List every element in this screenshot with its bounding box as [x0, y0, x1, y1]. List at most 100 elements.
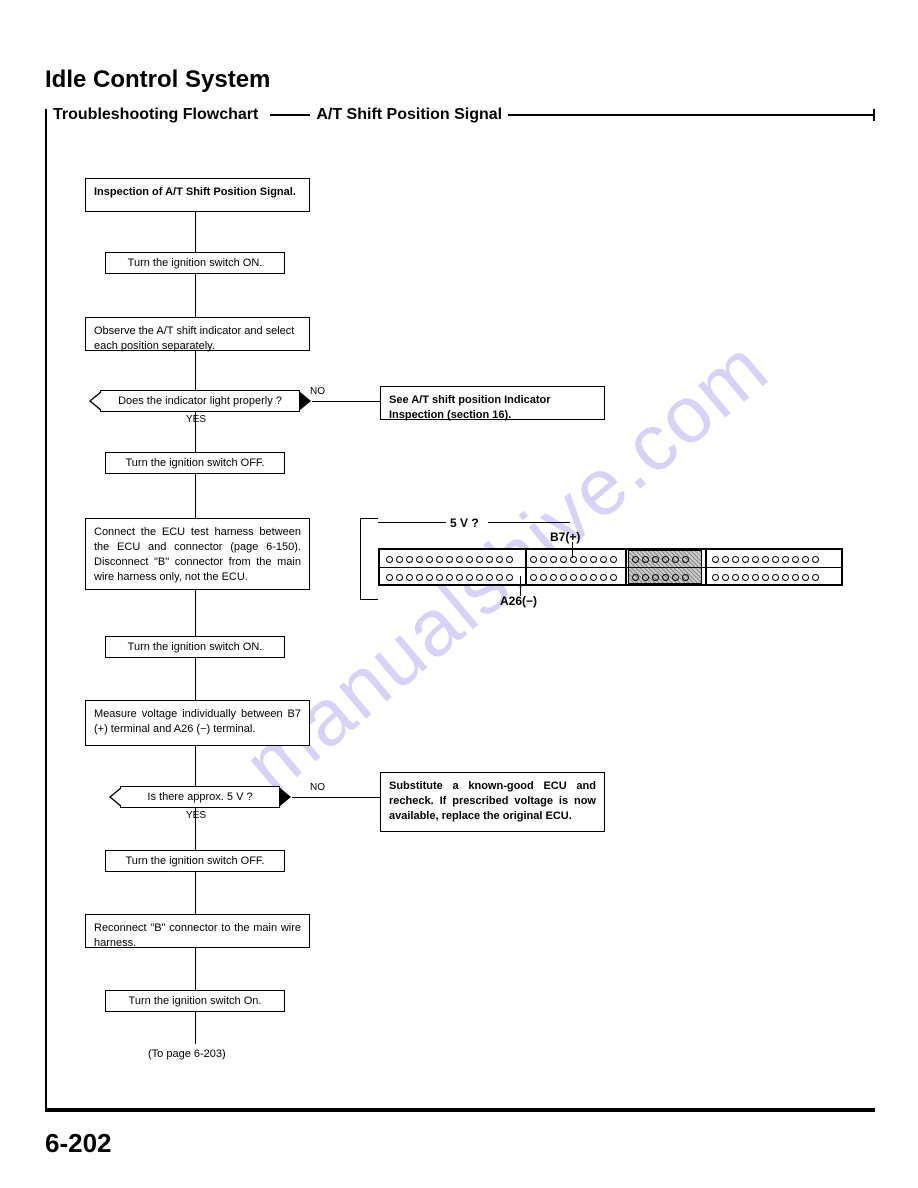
connector-pin — [530, 556, 537, 563]
connector-pin — [782, 556, 789, 563]
connector-pin-row — [386, 552, 513, 566]
branch-label: NO — [310, 386, 325, 397]
branch-label: YES — [186, 414, 206, 425]
connector-pin — [486, 574, 493, 581]
decision-d1: Does the indicator light properly ? — [100, 390, 300, 412]
header-line-right — [508, 114, 873, 116]
connector-pin — [662, 556, 669, 563]
flow-connector-h — [312, 401, 380, 402]
connector-label-b7: B7(+) — [550, 530, 580, 544]
connector-pin — [446, 574, 453, 581]
connector-pin-row — [530, 552, 617, 566]
step-n5: Connect the ECU test harness between the… — [85, 518, 310, 590]
connector-lead — [520, 576, 521, 596]
connector-pin-row — [712, 552, 819, 566]
connector-pin — [672, 574, 679, 581]
step-n1: Inspection of A/T Shift Position Signal. — [85, 178, 310, 212]
flow-connector-v — [195, 212, 196, 252]
connector-bracket — [360, 518, 378, 600]
frame-bottom — [45, 1108, 875, 1112]
branch-label: NO — [310, 782, 325, 793]
step-n6: Turn the ignition switch ON. — [105, 636, 285, 658]
step-n8: Turn the ignition switch OFF. — [105, 850, 285, 872]
flow-connector-v — [195, 590, 196, 636]
connector-pin — [456, 574, 463, 581]
connector-top-line — [488, 522, 570, 523]
connector-pin — [496, 556, 503, 563]
connector-pin — [792, 574, 799, 581]
connector-pin — [416, 556, 423, 563]
connector-pin — [496, 574, 503, 581]
connector-pin — [652, 574, 659, 581]
connector-pin — [632, 574, 639, 581]
flow-connector-v — [195, 351, 196, 390]
step-n10: Turn the ignition switch On. — [105, 990, 285, 1012]
connector-pin — [682, 556, 689, 563]
connector-pin — [506, 556, 513, 563]
step-n2: Turn the ignition switch ON. — [105, 252, 285, 274]
connector-pin — [540, 556, 547, 563]
section-header: Troubleshooting Flowchart A/T Shift Posi… — [45, 106, 875, 124]
connector-pin — [580, 556, 587, 563]
connector-pin — [476, 556, 483, 563]
branch-label: YES — [186, 810, 206, 821]
decision-d2: Is there approx. 5 V ? — [120, 786, 280, 808]
connector-pin — [436, 556, 443, 563]
connector-pin — [722, 574, 729, 581]
connector-pin-row — [386, 570, 513, 584]
connector-pin — [672, 556, 679, 563]
subtitle-left: Troubleshooting Flowchart — [53, 106, 258, 124]
connector-lead — [572, 542, 573, 558]
step-n9: Reconnect "B" connector to the main wire… — [85, 914, 310, 948]
connector-pin — [476, 574, 483, 581]
connector-midline — [378, 567, 843, 568]
connector-top-line — [378, 522, 446, 523]
step-n3: Observe the A/T shift indicator and sele… — [85, 317, 310, 351]
connector-pin — [652, 556, 659, 563]
connector-pin — [386, 556, 393, 563]
connector-pin — [772, 574, 779, 581]
connector-pin-row — [632, 570, 689, 584]
frame-left — [45, 118, 47, 1110]
connector-pin — [426, 574, 433, 581]
connector-pin — [732, 574, 739, 581]
connector-label-5v: 5 V ? — [450, 516, 479, 530]
connector-pin — [416, 574, 423, 581]
connector-pin — [396, 574, 403, 581]
connector-pin — [642, 574, 649, 581]
connector-pin — [632, 556, 639, 563]
connector-pin — [762, 556, 769, 563]
connector-pin-row — [712, 570, 819, 584]
connector-pin — [722, 556, 729, 563]
connector-pin — [406, 556, 413, 563]
connector-pin — [812, 574, 819, 581]
connector-pin — [812, 556, 819, 563]
connector-pin — [426, 556, 433, 563]
connector-pin — [550, 556, 557, 563]
step-n4: Turn the ignition switch OFF. — [105, 452, 285, 474]
connector-pin — [406, 574, 413, 581]
flow-connector-v — [195, 274, 196, 317]
connector-pin — [742, 574, 749, 581]
connector-pin — [590, 574, 597, 581]
flow-connector-v — [195, 658, 196, 700]
connector-pin — [396, 556, 403, 563]
connector-pin — [446, 556, 453, 563]
flow-connector-v — [195, 474, 196, 518]
step-r2: Substitute a known-good ECU and recheck.… — [380, 772, 605, 832]
connector-pin — [560, 556, 567, 563]
flow-connector-v — [195, 872, 196, 914]
connector-pin — [600, 574, 607, 581]
page-title: Idle Control System — [45, 66, 270, 94]
connector-pin — [610, 574, 617, 581]
connector-pin — [550, 574, 557, 581]
flow-connector-v — [195, 948, 196, 990]
connector-pin — [580, 574, 587, 581]
connector-label-a26: A26(−) — [500, 594, 537, 608]
connector-pin — [590, 556, 597, 563]
connector-pin-row — [530, 570, 617, 584]
page: { "page": { "title": "Idle Control Syste… — [0, 0, 918, 1188]
connector-pin-row — [632, 552, 689, 566]
page-number: 6-202 — [45, 1128, 112, 1159]
connector-pin — [802, 556, 809, 563]
